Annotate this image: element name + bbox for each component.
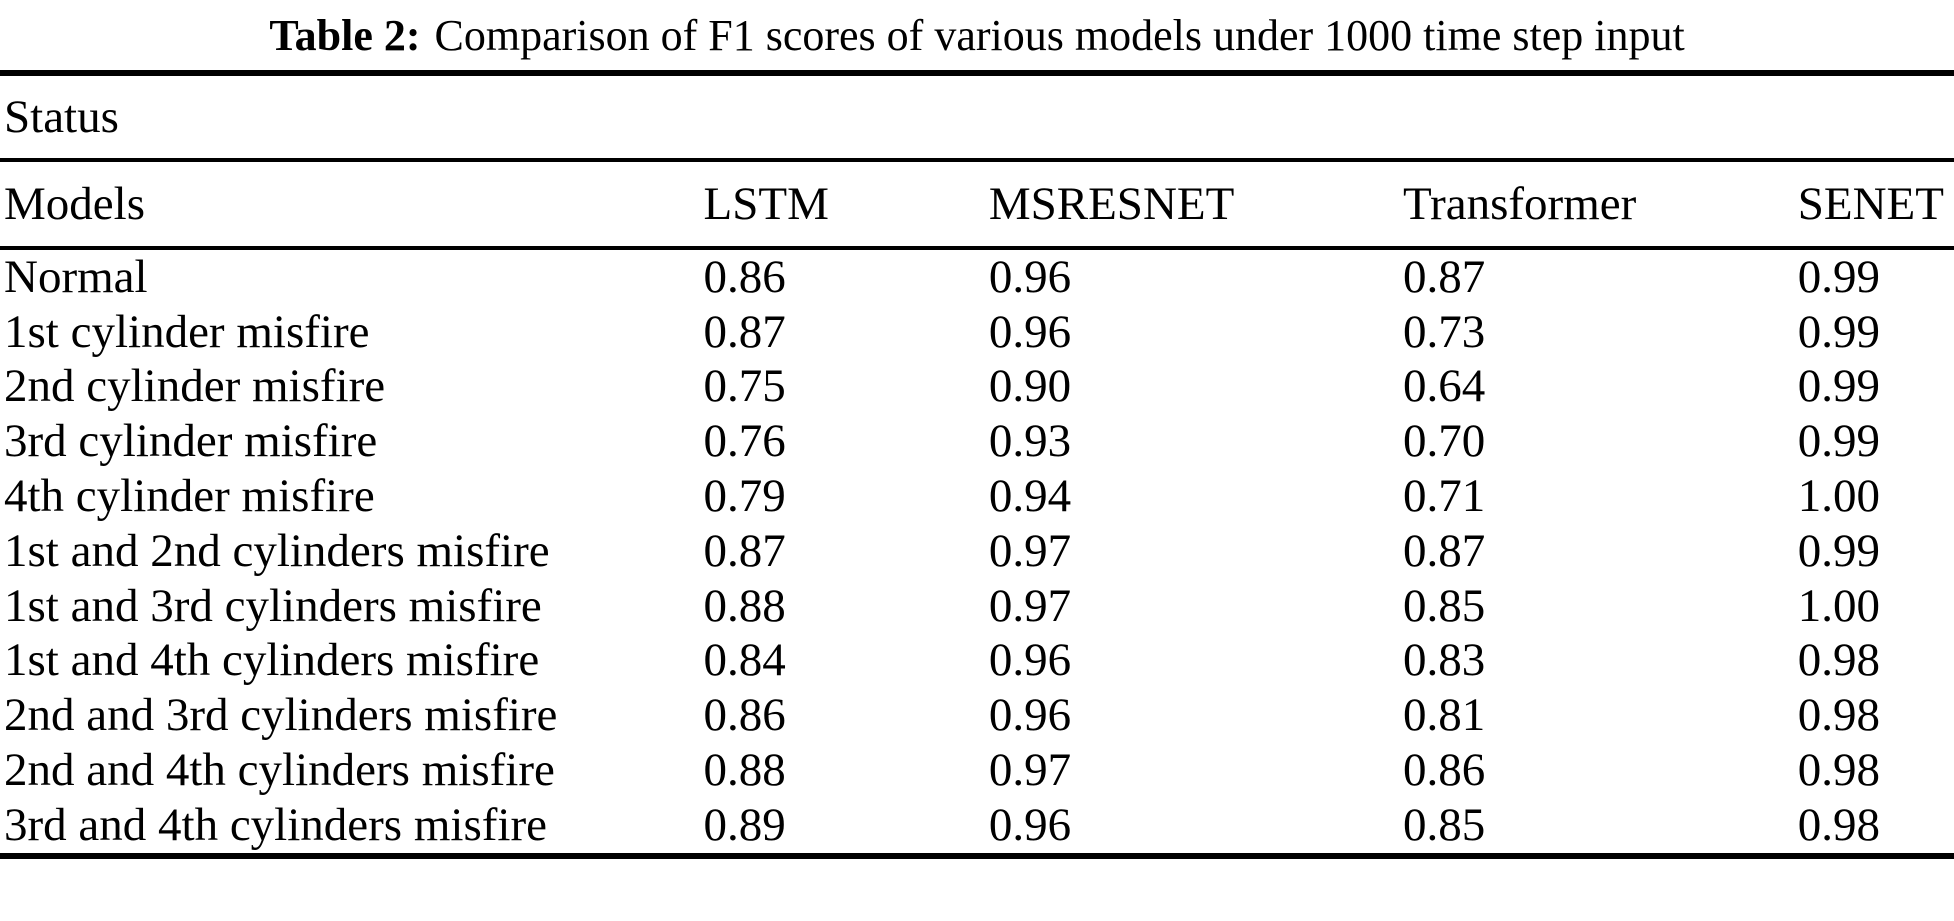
cell-msresnet-score: 0.90 xyxy=(988,360,1072,413)
cell-lstm-score: 0.89 xyxy=(703,798,786,851)
column-header-models: Models xyxy=(0,160,700,250)
cell-senet-score: 0.98 xyxy=(1797,689,1880,742)
column-header-senet: SENET xyxy=(1793,160,1954,250)
cell-senet-score: 0.98 xyxy=(1797,744,1880,797)
cell-lstm-score: 0.88 xyxy=(703,744,786,797)
table-row: 3rd cylinder misfire 0.76 0.93 0.70 0.99 xyxy=(0,414,1954,469)
cell-transformer-score: 0.73 xyxy=(1403,305,1486,358)
cell-msresnet-score: 0.97 xyxy=(988,579,1072,632)
cell-msresnet-score: 0.97 xyxy=(988,524,1072,577)
cell-transformer-score: 0.86 xyxy=(1403,744,1486,797)
cell-senet-score: 0.99 xyxy=(1797,250,1880,303)
table-caption-text: Comparison of F1 scores of various model… xyxy=(434,10,1685,60)
cell-transformer-score: 0.85 xyxy=(1403,579,1486,632)
status-group-row: Status xyxy=(0,73,1954,162)
cell-msresnet-score: 0.93 xyxy=(988,415,1072,468)
status-group-header: Status xyxy=(0,73,1954,162)
table-row: 3rd and 4th cylinders misfire 0.89 0.96 … xyxy=(0,798,1954,856)
table-row: 1st and 2nd cylinders misfire 0.87 0.97 … xyxy=(0,524,1954,579)
table-row: 2nd and 4th cylinders misfire 0.88 0.97 … xyxy=(0,743,1954,798)
table-row: 2nd and 3rd cylinders misfire 0.86 0.96 … xyxy=(0,688,1954,743)
cell-transformer-score: 0.64 xyxy=(1403,360,1486,413)
column-header-msresnet: MSRESNET xyxy=(984,160,1400,250)
row-label-status: 3rd and 4th cylinders misfire xyxy=(4,798,547,851)
cell-lstm-score: 0.87 xyxy=(703,305,786,358)
row-label-status: Normal xyxy=(4,250,148,303)
table-row: 4th cylinder misfire 0.79 0.94 0.71 1.00 xyxy=(0,469,1954,524)
cell-lstm-score: 0.84 xyxy=(703,634,786,687)
row-label-status: 2nd and 3rd cylinders misfire xyxy=(4,689,558,742)
cell-lstm-score: 0.79 xyxy=(703,470,786,523)
row-label-status: 2nd and 4th cylinders misfire xyxy=(4,744,555,797)
cell-msresnet-score: 0.96 xyxy=(988,250,1072,303)
table-row: 2nd cylinder misfire 0.75 0.90 0.64 0.99 xyxy=(0,360,1954,415)
table-caption-label: Table 2: xyxy=(269,10,421,60)
cell-msresnet-score: 0.96 xyxy=(988,634,1072,687)
cell-msresnet-score: 0.96 xyxy=(988,689,1072,742)
cell-lstm-score: 0.88 xyxy=(703,579,786,632)
column-header-transformer: Transformer xyxy=(1399,160,1794,250)
cell-lstm-score: 0.86 xyxy=(703,250,786,303)
table-row: 1st and 4th cylinders misfire 0.84 0.96 … xyxy=(0,634,1954,689)
cell-senet-score: 0.99 xyxy=(1797,305,1880,358)
column-header-row: Models LSTM MSRESNET Transformer SENET xyxy=(0,160,1954,250)
cell-senet-score: 1.00 xyxy=(1797,470,1880,523)
cell-msresnet-score: 0.97 xyxy=(988,744,1072,797)
row-label-status: 1st and 2nd cylinders misfire xyxy=(4,524,550,577)
table-row: 1st and 3rd cylinders misfire 0.88 0.97 … xyxy=(0,579,1954,634)
column-header-lstm: LSTM xyxy=(699,160,985,250)
cell-transformer-score: 0.87 xyxy=(1403,250,1486,303)
row-label-status: 2nd cylinder misfire xyxy=(4,360,386,413)
table-row: Normal 0.86 0.96 0.87 0.99 xyxy=(0,248,1954,305)
table-row: 1st cylinder misfire 0.87 0.96 0.73 0.99 xyxy=(0,305,1954,360)
cell-lstm-score: 0.76 xyxy=(703,415,786,468)
cell-transformer-score: 0.87 xyxy=(1403,524,1486,577)
cell-lstm-score: 0.87 xyxy=(703,524,786,577)
cell-transformer-score: 0.83 xyxy=(1403,634,1486,687)
row-label-status: 1st and 4th cylinders misfire xyxy=(4,634,540,687)
row-label-status: 3rd cylinder misfire xyxy=(4,415,378,468)
row-label-status: 1st and 3rd cylinders misfire xyxy=(4,579,542,632)
cell-transformer-score: 0.71 xyxy=(1403,470,1486,523)
row-label-status: 4th cylinder misfire xyxy=(4,470,375,523)
cell-transformer-score: 0.70 xyxy=(1403,415,1486,468)
cell-senet-score: 0.99 xyxy=(1797,360,1880,413)
cell-msresnet-score: 0.94 xyxy=(988,470,1072,523)
cell-transformer-score: 0.85 xyxy=(1403,798,1486,851)
cell-senet-score: 0.99 xyxy=(1797,524,1880,577)
cell-msresnet-score: 0.96 xyxy=(988,305,1072,358)
cell-msresnet-score: 0.96 xyxy=(988,798,1072,851)
row-label-status: 1st cylinder misfire xyxy=(4,305,370,358)
cell-lstm-score: 0.75 xyxy=(703,360,786,413)
table-caption: Table 2: Comparison of F1 scores of vari… xyxy=(0,0,1954,70)
cell-senet-score: 0.99 xyxy=(1797,415,1880,468)
cell-transformer-score: 0.81 xyxy=(1403,689,1486,742)
table-body: Normal 0.86 0.96 0.87 0.99 1st cylinder … xyxy=(0,248,1954,856)
cell-senet-score: 0.98 xyxy=(1797,634,1880,687)
cell-senet-score: 0.98 xyxy=(1797,798,1880,851)
cell-senet-score: 1.00 xyxy=(1797,579,1880,632)
f1-scores-table: Status Models LSTM MSRESNET Transformer … xyxy=(0,70,1954,859)
cell-lstm-score: 0.86 xyxy=(703,689,786,742)
